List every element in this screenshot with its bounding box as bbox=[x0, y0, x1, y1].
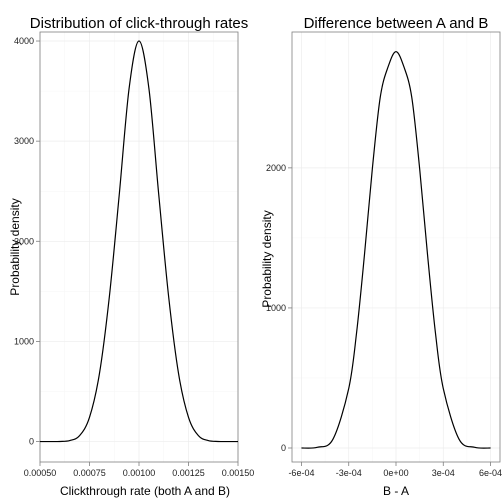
y-tick-label: 1000 bbox=[266, 303, 286, 313]
chart-title-right: Difference between A and B bbox=[304, 15, 489, 32]
density-panel-right: -6e-04 -3e-04 0e+00 3e-04 6e-04 0 1000 2000 Dif… bbox=[260, 15, 502, 498]
x-tick-label: 0.00050 bbox=[24, 468, 57, 478]
x-tick-label: -6e-04 bbox=[288, 468, 314, 478]
y-tick-label: 3000 bbox=[14, 136, 34, 146]
x-axis-title-right: B - A bbox=[383, 484, 409, 498]
x-axis-title-left: Clickthrough rate (both A and B) bbox=[60, 484, 230, 498]
x-tick-label: 0.00075 bbox=[73, 468, 106, 478]
x-tick-label: -3e-04 bbox=[336, 468, 362, 478]
x-tick-label: 0.00100 bbox=[123, 468, 156, 478]
density-panel-left: 0.00050 0.00075 0.00100 0.00125 0.00150 0 1000… bbox=[8, 15, 254, 498]
x-tick-label: 0.00150 bbox=[222, 468, 255, 478]
gridlines-left bbox=[39, 32, 239, 462]
ticks-left: 0.00050 0.00075 0.00100 0.00125 0.00150 0 1000… bbox=[14, 36, 254, 478]
y-axis-title-right: Probability density bbox=[260, 210, 274, 307]
x-tick-label: 6e-04 bbox=[479, 468, 502, 478]
density-curve-right bbox=[301, 51, 491, 449]
x-tick-label: 3e-04 bbox=[432, 468, 455, 478]
density-curve-left bbox=[39, 40, 239, 443]
gridlines-right bbox=[292, 32, 500, 462]
chart-title-left: Distribution of click-through rates bbox=[30, 15, 248, 32]
x-tick-label: 0.00125 bbox=[172, 468, 205, 478]
x-tick-label: 0e+00 bbox=[383, 468, 408, 478]
y-tick-label: 0 bbox=[29, 437, 34, 447]
y-tick-label: 4000 bbox=[14, 36, 34, 46]
y-tick-label: 0 bbox=[281, 443, 286, 453]
y-tick-label: 2000 bbox=[266, 163, 286, 173]
ticks-right: -6e-04 -3e-04 0e+00 3e-04 6e-04 0 1000 2000 bbox=[266, 163, 502, 478]
y-tick-label: 1000 bbox=[14, 336, 34, 346]
y-axis-title-left: Probability density bbox=[8, 198, 22, 295]
y-tick-label: 2000 bbox=[14, 236, 34, 246]
